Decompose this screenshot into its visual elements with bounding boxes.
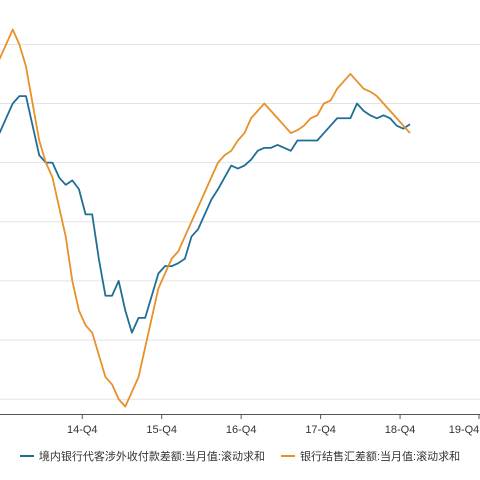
x-tick-label-1: 15-Q4 <box>146 424 177 436</box>
legend-item-series-0[interactable]: 境内银行代客涉外收付款差额:当月值:滚动求和 <box>19 448 265 464</box>
chart-legend: 境内银行代客涉外收付款差额:当月值:滚动求和 银行结售汇差额:当月值:滚动求和 <box>0 446 480 466</box>
series-line-0 <box>0 95 411 334</box>
legend-label-series-1: 银行结售汇差额:当月值:滚动求和 <box>300 451 461 463</box>
chart-gridlines <box>0 43 480 400</box>
x-tick-label-2: 16-Q4 <box>226 424 257 436</box>
legend-swatch-series-1 <box>281 455 295 457</box>
legend-label-series-0: 境内银行代客涉外收付款差额:当月值:滚动求和 <box>38 451 265 463</box>
x-tick-label-3: 17-Q4 <box>305 424 336 436</box>
series-line-1 <box>0 28 411 408</box>
x-tick-label-5: 19-Q4 <box>449 424 480 436</box>
x-tick-label-0: 14-Q4 <box>67 424 98 436</box>
series-lines <box>0 28 411 408</box>
x-tick-label-4: 18-Q4 <box>385 424 416 436</box>
legend-swatch-series-0 <box>19 455 34 457</box>
x-axis-ticks: 14-Q4 15-Q4 16-Q4 17-Q4 18-Q4 19-Q4 <box>67 414 480 436</box>
legend-item-series-1[interactable]: 银行结售汇差额:当月值:滚动求和 <box>281 448 460 464</box>
